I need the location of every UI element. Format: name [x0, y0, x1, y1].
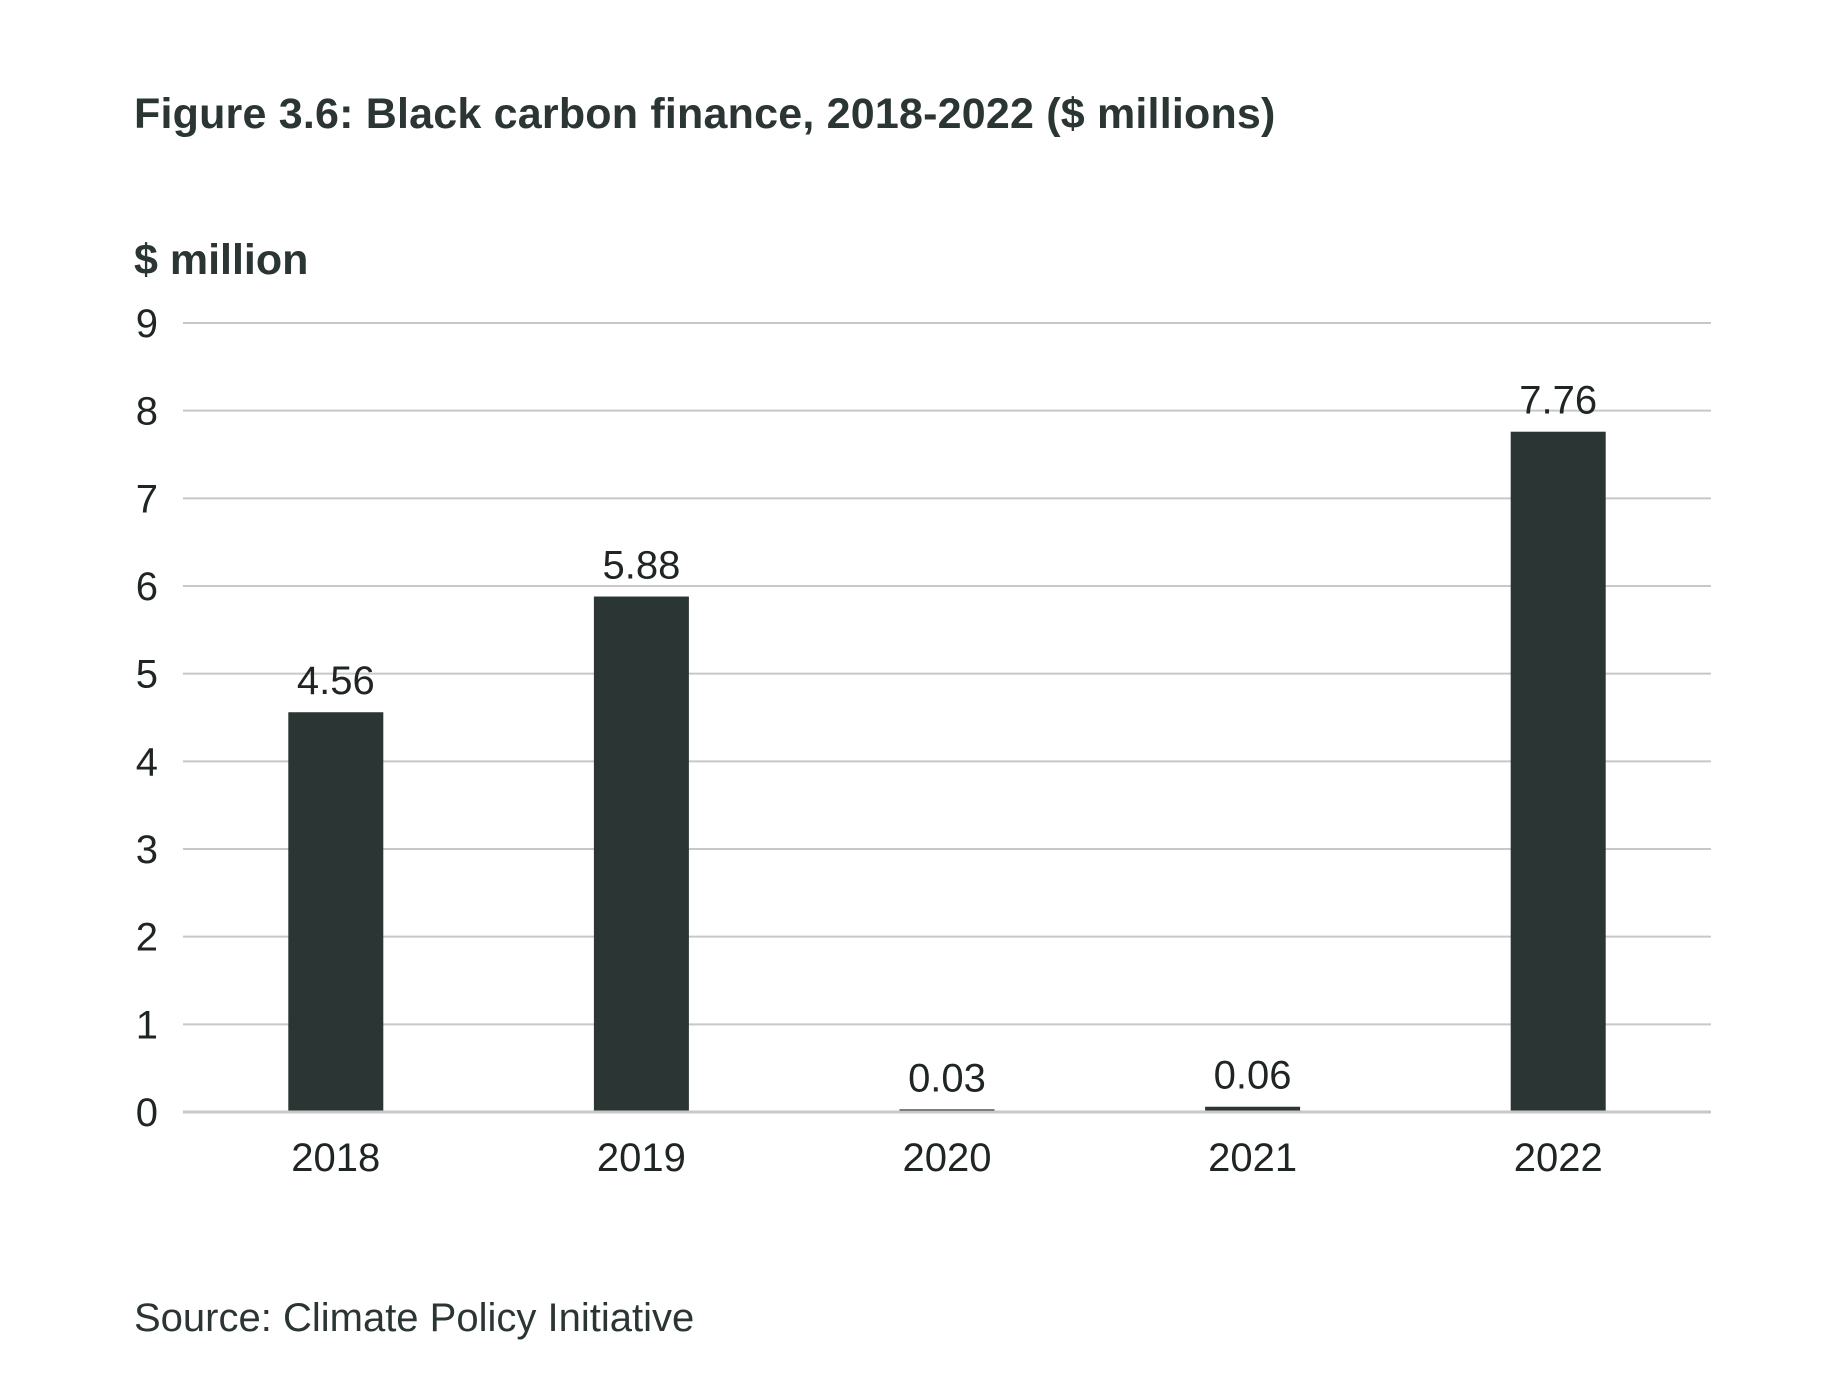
- y-tick-label: 4: [136, 740, 158, 784]
- chart-title: Figure 3.6: Black carbon finance, 2018-2…: [134, 90, 1276, 138]
- y-tick-label: 2: [136, 916, 158, 960]
- bar-2018: [288, 712, 384, 1112]
- y-tick-label: 7: [136, 477, 158, 521]
- data-label-2022: 7.76: [1519, 379, 1597, 423]
- x-tick-label: 2021: [1208, 1136, 1297, 1180]
- bar-2021: [1205, 1106, 1301, 1112]
- data-label-2021: 0.06: [1214, 1054, 1292, 1098]
- y-axis-unit-label: $ million: [134, 236, 309, 284]
- y-tick-label: 8: [136, 390, 158, 434]
- y-tick-label: 0: [136, 1091, 158, 1135]
- y-tick-label: 9: [136, 302, 158, 346]
- y-tick-label: 5: [136, 653, 158, 697]
- y-tick-label: 3: [136, 828, 158, 872]
- data-label-2020: 0.03: [908, 1056, 986, 1100]
- x-tick-label: 2018: [291, 1136, 380, 1180]
- x-tick-label: 2020: [903, 1136, 992, 1180]
- x-tick-label: 2022: [1514, 1136, 1603, 1180]
- x-tick-label: 2019: [597, 1136, 686, 1180]
- data-label-2019: 5.88: [602, 544, 680, 588]
- y-tick-label: 1: [136, 1003, 158, 1047]
- bar-2022: [1510, 431, 1606, 1112]
- bar-2019: [593, 596, 689, 1112]
- y-tick-label: 6: [136, 565, 158, 609]
- data-label-2018: 4.56: [297, 659, 375, 703]
- source-note: Source: Climate Policy Initiative: [134, 1296, 695, 1340]
